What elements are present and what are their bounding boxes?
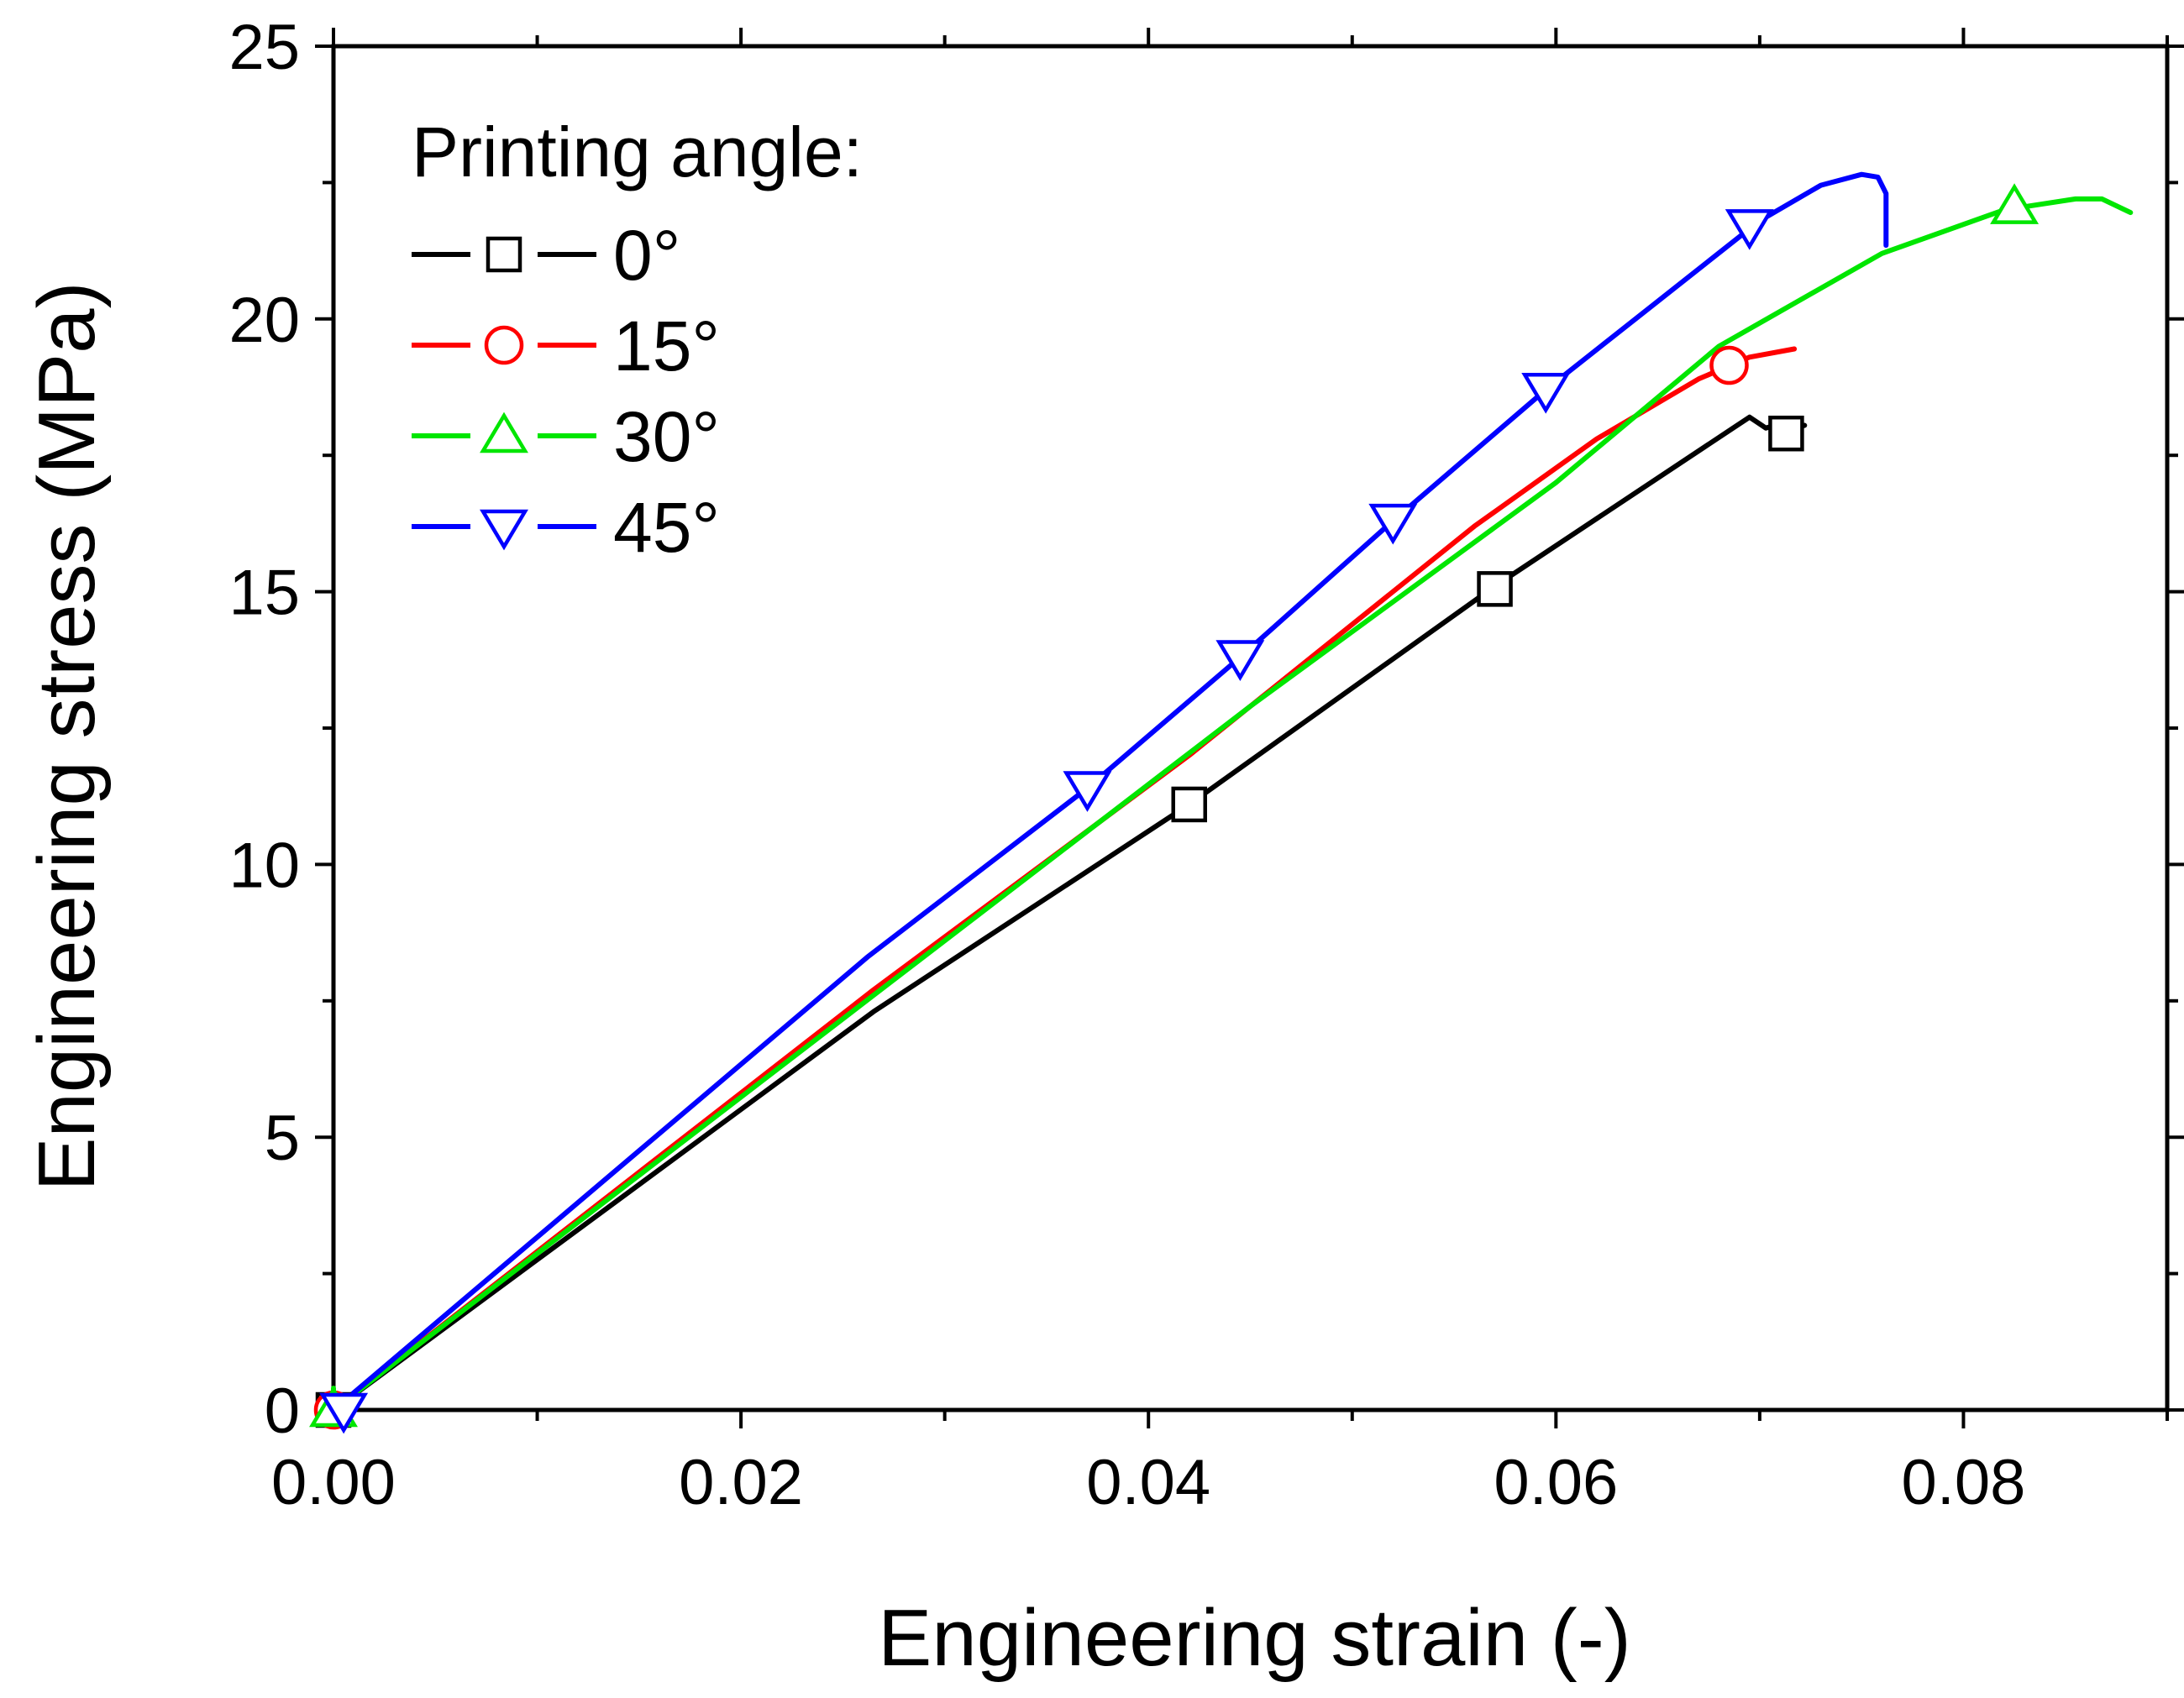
x-tick-label: 0.06: [1494, 1447, 1618, 1518]
data-marker-series-0: [1477, 571, 1513, 607]
y-tick-label: 20: [228, 285, 300, 356]
legend-marker: [484, 325, 524, 365]
x-axis-title: Engineering strain (-): [878, 1593, 1630, 1683]
legend-title: Printing angle:: [412, 113, 863, 191]
data-marker-series-3: [319, 1392, 369, 1434]
legend-marker: [480, 509, 528, 551]
y-tick-label: 25: [228, 12, 300, 83]
data-marker-series-0: [1768, 415, 1804, 452]
x-tick-label: 0.08: [1901, 1447, 2025, 1518]
y-tick-label: 10: [228, 830, 300, 901]
x-tick-label: 0.04: [1086, 1447, 1210, 1518]
data-marker-series-3: [1215, 640, 1265, 681]
series-line-2: [331, 196, 2134, 1412]
y-tick-label: 0: [265, 1376, 300, 1447]
series-line-0: [331, 414, 1808, 1412]
series-line-3: [331, 171, 1889, 1412]
data-marker-series-1: [1709, 345, 1749, 385]
x-tick-label: 0.00: [271, 1447, 396, 1518]
legend-marker: [486, 236, 522, 273]
data-marker-series-3: [1521, 372, 1571, 414]
data-marker-series-3: [1063, 771, 1112, 812]
y-tick-label: 5: [265, 1103, 300, 1174]
data-marker-series-3: [1725, 209, 1774, 250]
legend-label: 15°: [613, 307, 720, 385]
x-tick-label: 0.02: [679, 1447, 803, 1518]
legend-label: 30°: [613, 397, 720, 476]
data-marker-series-3: [1368, 503, 1418, 545]
legend-marker: [480, 411, 528, 453]
data-marker-series-2: [1990, 183, 2040, 224]
legend-label: 0°: [613, 216, 680, 295]
y-axis-title: Engineering stress (MPa): [22, 281, 112, 1191]
data-marker-series-0: [1171, 786, 1207, 823]
legend-label: 45°: [613, 488, 720, 567]
y-tick-label: 15: [228, 558, 300, 629]
